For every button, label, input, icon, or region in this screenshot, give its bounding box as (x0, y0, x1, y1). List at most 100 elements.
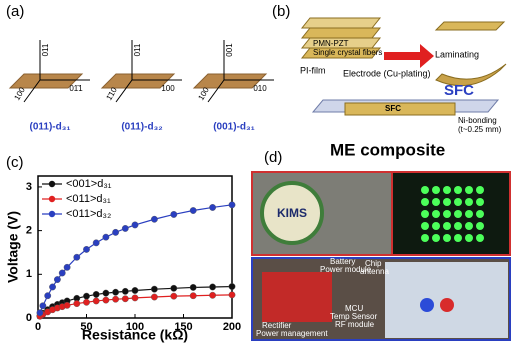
data-point (74, 300, 80, 306)
led (454, 210, 462, 218)
led (421, 222, 429, 230)
led (443, 234, 451, 242)
data-point (83, 293, 89, 299)
led (421, 198, 429, 206)
led (443, 222, 451, 230)
label-electrode: Electrode (Cu-plating) (343, 68, 431, 78)
led (443, 186, 451, 194)
led (443, 210, 451, 218)
data-point (64, 264, 70, 270)
page: {"panel_labels": ["(a)", "(b)", "(c)", "… (0, 0, 516, 345)
x-axis-label: Resistance (kΩ) (82, 327, 188, 343)
label-pmn: PMN-PZT (313, 39, 349, 48)
data-point (132, 295, 138, 301)
data-point (103, 234, 109, 240)
legend-marker (49, 196, 55, 202)
axis-label: 011 (133, 43, 142, 56)
plane-label: (001)-d₃₁ (213, 122, 255, 133)
data-point (132, 222, 138, 228)
data-point (171, 211, 177, 217)
data-point (229, 283, 235, 289)
y-tick-label: 0 (26, 312, 32, 324)
data-point (103, 297, 109, 303)
led (465, 186, 473, 194)
led (432, 198, 440, 206)
data-point (209, 292, 215, 298)
data-point (103, 290, 109, 296)
data-point (171, 285, 177, 291)
data-point (190, 207, 196, 213)
sfc-diagram (302, 18, 506, 115)
led (476, 210, 484, 218)
axis-label: 010 (253, 84, 267, 93)
data-point (93, 240, 99, 246)
label-sfc: SFC (444, 82, 474, 99)
legend-label: <011>d₃₂ (66, 208, 111, 220)
y-tick-label: 3 (26, 181, 32, 193)
led (443, 198, 451, 206)
led (476, 234, 484, 242)
led (465, 222, 473, 230)
photo-panel (252, 172, 510, 340)
led (465, 234, 473, 242)
axis-label: 011 (41, 43, 50, 56)
legend-label: <011>d₃₁ (66, 193, 111, 205)
led (421, 210, 429, 218)
panel-label: (b) (272, 3, 290, 20)
data-point (112, 229, 118, 235)
led (432, 234, 440, 242)
led (465, 210, 473, 218)
led (476, 222, 484, 230)
y-tick-label: 1 (26, 268, 32, 280)
label-me: ME composite (330, 140, 445, 159)
panel-label: (c) (6, 154, 24, 171)
panel-label: (d) (264, 149, 282, 166)
data-point (151, 216, 157, 222)
led (421, 186, 429, 194)
data-point (54, 276, 60, 282)
led (476, 198, 484, 206)
data-point (112, 296, 118, 302)
label-power-management: Power management (256, 329, 328, 338)
legend-marker (49, 211, 55, 217)
label-sfc-small: SFC (385, 104, 401, 113)
data-point (40, 303, 46, 309)
data-point (209, 204, 215, 210)
y-tick-label: 2 (26, 225, 32, 237)
led (465, 198, 473, 206)
led (476, 186, 484, 194)
led (454, 198, 462, 206)
data-point (171, 293, 177, 299)
data-point (74, 254, 80, 260)
led (454, 234, 462, 242)
data-point (49, 284, 55, 290)
x-tick-label: 200 (223, 321, 241, 333)
label-kims: KIMS (277, 206, 307, 220)
data-point (45, 293, 51, 299)
label-antenna: antenna (360, 267, 389, 276)
data-point (37, 310, 43, 316)
led (454, 222, 462, 230)
data-point (229, 292, 235, 298)
led (454, 186, 462, 194)
data-point (122, 296, 128, 302)
data-point (112, 289, 118, 295)
led (432, 186, 440, 194)
label-fibers: Single crystal fibers (313, 48, 382, 57)
data-point (83, 299, 89, 305)
data-point (190, 284, 196, 290)
data-point (122, 225, 128, 231)
led (432, 210, 440, 218)
x-tick-label: 0 (35, 321, 41, 333)
plane-label: (011)-d₃₂ (121, 122, 162, 133)
data-point (122, 288, 128, 294)
legend-marker (49, 181, 55, 187)
label-rf-module: RF module (335, 320, 375, 329)
legend-label: <001>d₃₁ (66, 178, 112, 190)
data-point (93, 291, 99, 297)
data-point (83, 246, 89, 252)
axis-label: 01̄1 (69, 84, 83, 93)
data-point (229, 202, 235, 208)
led (432, 222, 440, 230)
led (421, 234, 429, 242)
